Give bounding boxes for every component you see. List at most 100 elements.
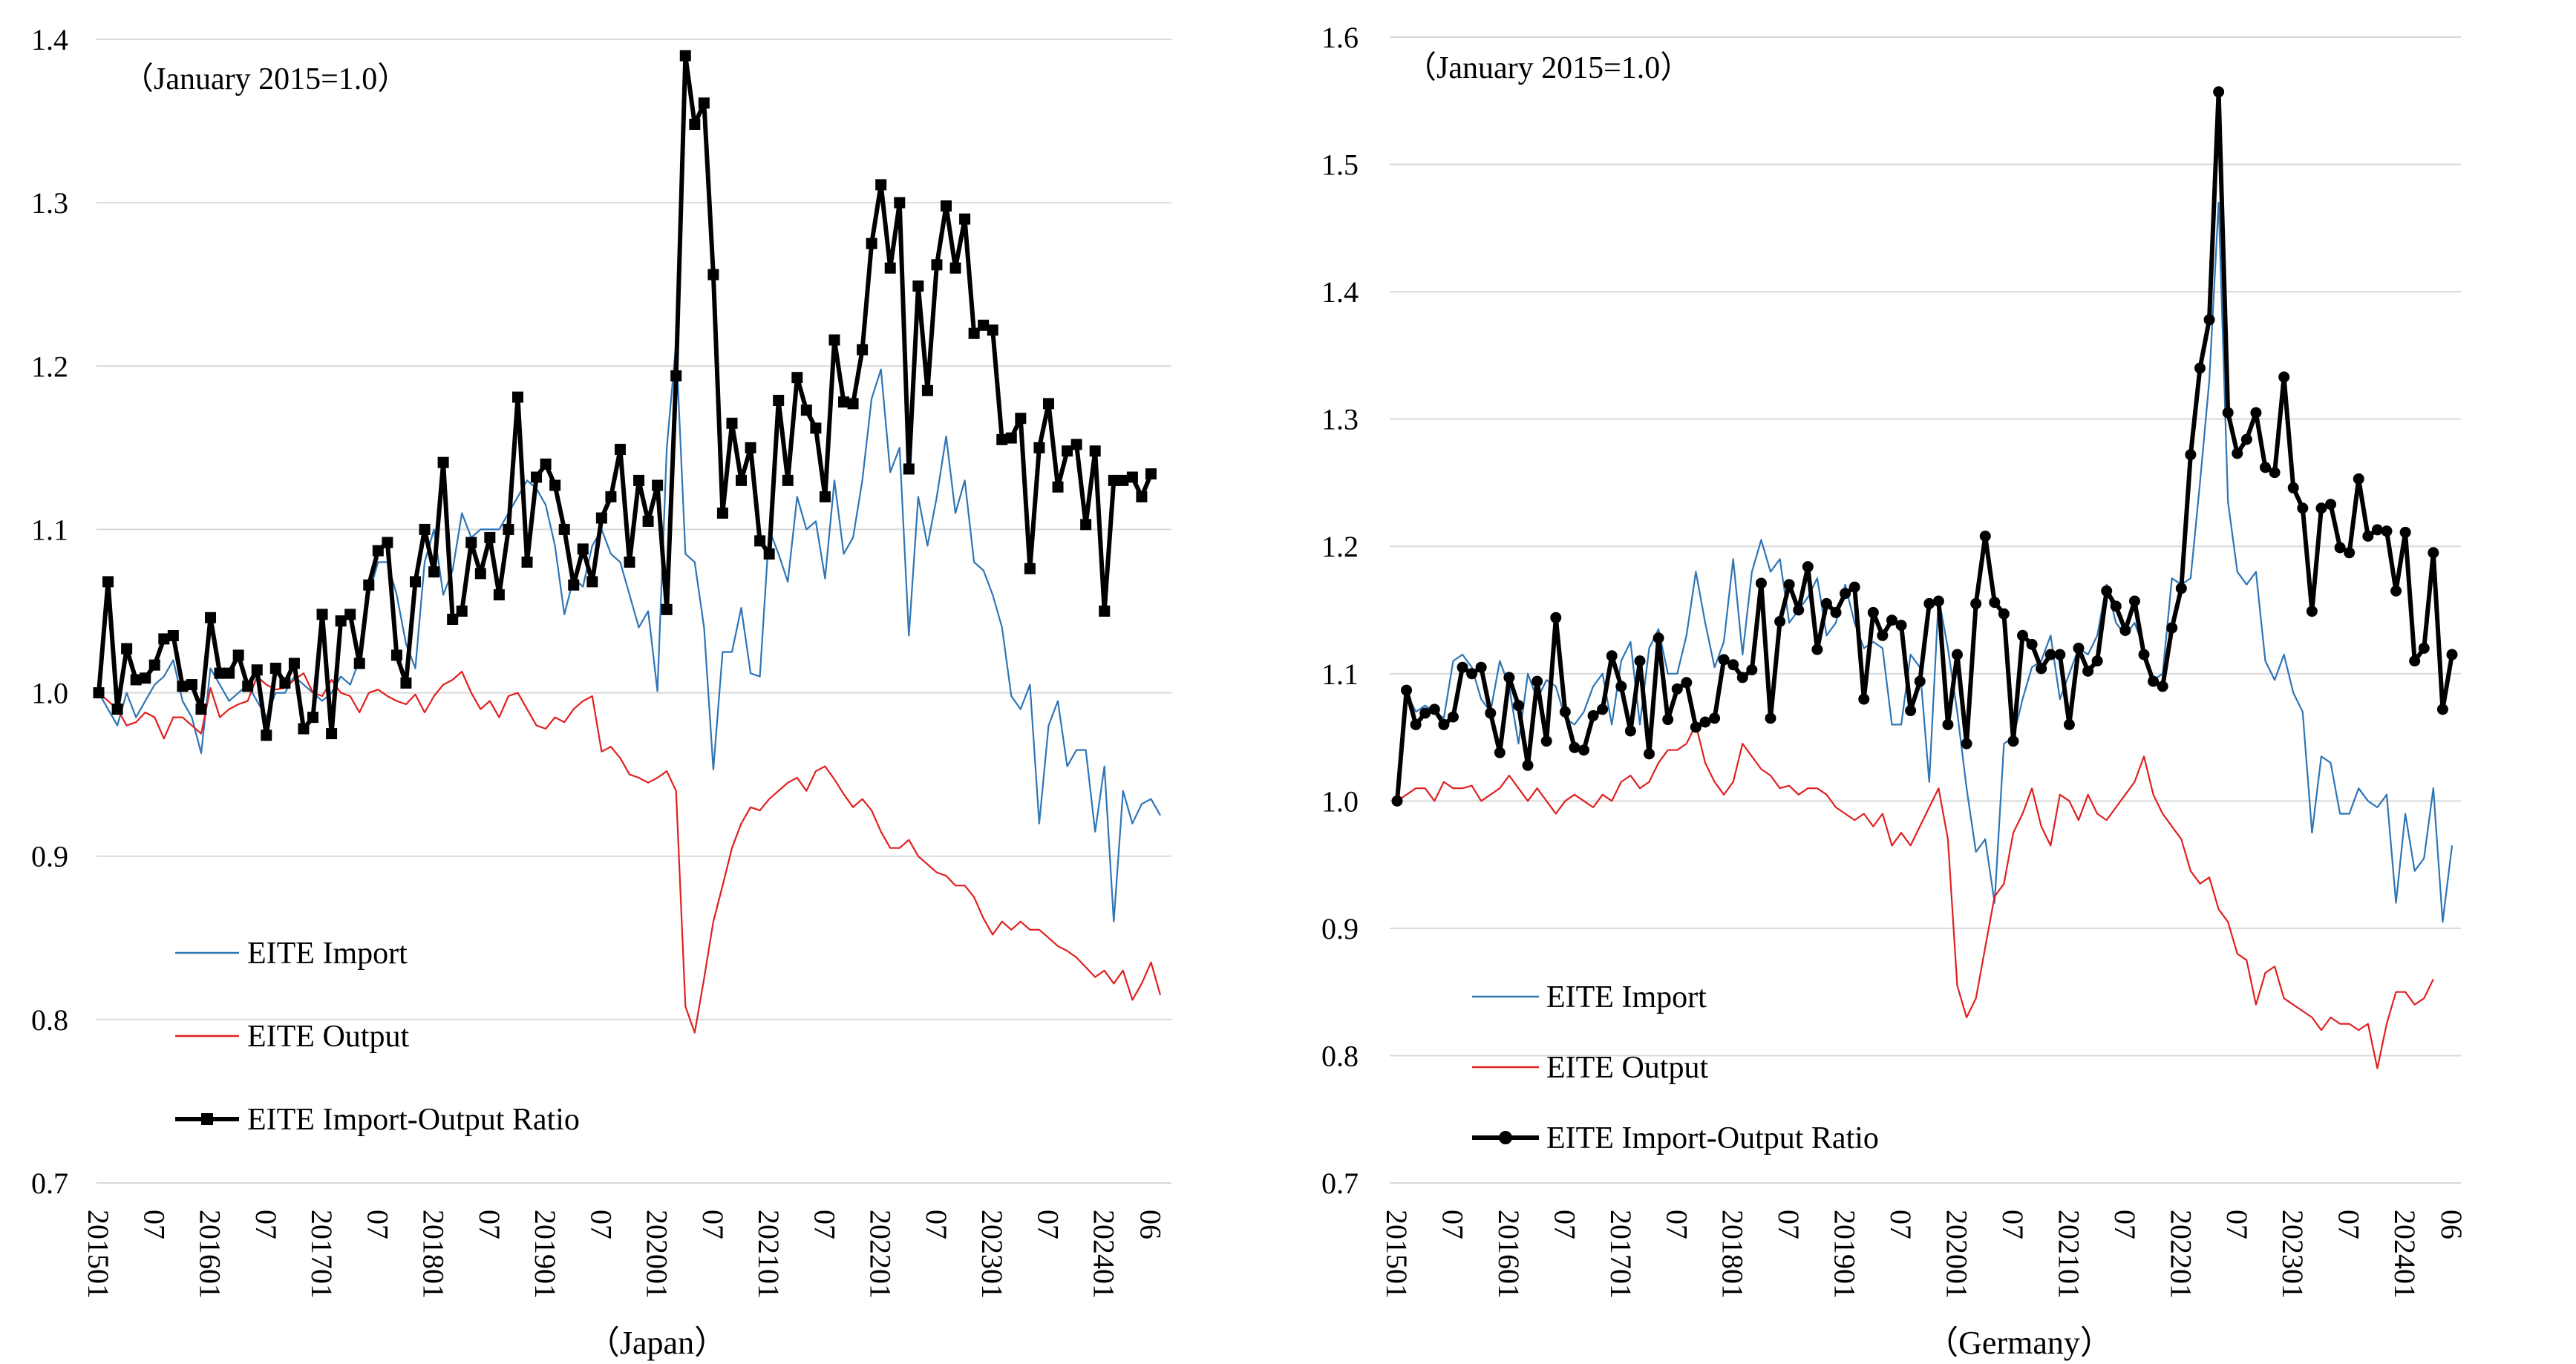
japan-ratio-point: [1070, 439, 1082, 450]
germany-ratio-point: [2101, 585, 2113, 597]
germany-ratio-point: [1653, 632, 1664, 644]
germany-y-tick-label: 0.8: [1321, 1039, 1359, 1072]
japan-x-tick-label: 202101: [752, 1210, 785, 1299]
japan-ratio-point: [390, 649, 402, 661]
japan-ratio-point: [1117, 474, 1129, 486]
germany-ratio-point: [1512, 700, 1524, 712]
germany-ratio-point: [1690, 721, 1701, 733]
japan-note: （January 2015=1.0）: [122, 62, 408, 96]
germany-ratio-point: [1634, 655, 1646, 667]
japan-ratio-point: [1108, 474, 1119, 486]
japan-ratio-point: [624, 556, 635, 568]
japan-ratio-point: [921, 384, 933, 396]
japan-ratio-point: [838, 396, 850, 408]
japan-ratio-point: [511, 391, 523, 403]
germany-y-tick-label: 1.4: [1321, 275, 1359, 309]
germany-ratio-point: [2278, 371, 2290, 383]
japan-y-tick-label: 0.7: [31, 1167, 68, 1200]
japan-ratio-point: [968, 327, 980, 339]
japan-ratio-point: [866, 237, 877, 249]
germany-ratio-point: [1457, 661, 1468, 673]
japan-x-tick-label: 07: [137, 1210, 171, 1239]
germany-ratio-point: [1466, 668, 1478, 680]
germany-ratio-point: [2353, 473, 2364, 485]
japan-ratio-point: [456, 606, 468, 617]
japan-ratio-point: [763, 548, 775, 560]
japan-y-tick-label: 1.1: [31, 513, 68, 546]
japan-ratio-point: [223, 667, 235, 679]
germany-x-tick-label: 201701: [1604, 1210, 1638, 1299]
germany-ratio-point: [1587, 709, 1599, 721]
japan-chart: 0.7 0.8 0.9 1.0 1.1 1.2 1.3 1.4 201501 07 201601 0…: [31, 23, 1171, 1361]
japan-legend: EITE Import EITE Output EITE Import-Outp…: [175, 937, 580, 1137]
germany-ratio-point: [1793, 604, 1805, 616]
japan-import-line: [98, 342, 1161, 922]
germany-ratio-point: [1485, 707, 1497, 719]
germany-ratio-point: [1681, 677, 1693, 689]
germany-ratio-point: [2175, 583, 2187, 594]
germany-ratio-point: [2194, 362, 2206, 374]
germany-ratio-point: [2044, 649, 2056, 660]
legend-output-label: EITE Output: [247, 1020, 409, 1054]
germany-ratio-point: [1858, 693, 1870, 705]
germany-ratio-point: [2026, 638, 2038, 650]
japan-ratio-point: [698, 97, 710, 109]
japan-ratio-point: [279, 677, 291, 689]
germany-ratio-point: [1895, 620, 1907, 632]
japan-x-tick-label: 07: [584, 1210, 618, 1239]
japan-y-tick-label: 1.4: [31, 23, 68, 56]
germany-ratio-point: [1569, 741, 1580, 753]
germany-ratio-point: [2017, 629, 2029, 641]
japan-ratio-point: [335, 615, 347, 627]
japan-ratio-point: [1033, 442, 1045, 453]
germany-ratio-point: [2418, 642, 2430, 654]
japan-ratio-point: [177, 681, 189, 692]
japan-ratio-point: [261, 729, 272, 741]
germany-ratio-point: [2082, 665, 2094, 677]
germany-ratio-point: [2344, 547, 2356, 559]
germany-ratio-point: [2091, 655, 2103, 667]
japan-ratio-point: [931, 259, 943, 271]
germany-x-tick-label: 201501: [1380, 1210, 1413, 1299]
germany-ratio-point: [1718, 654, 1730, 666]
germany-ratio-point: [1905, 705, 1917, 717]
germany-ratio-point: [2185, 449, 2197, 461]
germany-x-tick-label: 07: [1772, 1210, 1805, 1239]
germany-ratio-point: [1914, 675, 1926, 687]
japan-ratio-point: [568, 579, 580, 591]
japan-x-tick-label: 202201: [864, 1210, 898, 1299]
germany-ratio-point: [2325, 499, 2337, 511]
germany-x-tick-label: 202101: [2052, 1210, 2085, 1299]
japan-ratio-point: [996, 433, 1008, 445]
germany-gridlines: [1390, 36, 2461, 1184]
germany-ratio-point: [2390, 585, 2402, 597]
germany-ratio-point: [2138, 649, 2150, 660]
japan-y-tick-label: 0.9: [31, 840, 68, 873]
japan-y-tick-labels: 0.7 0.8 0.9 1.0 1.1 1.2 1.3 1.4: [31, 23, 68, 1200]
germany-ratio-point: [1942, 718, 1954, 730]
germany-ratio-point: [1932, 595, 1944, 607]
japan-ratio-point: [707, 269, 719, 281]
germany-x-tick-label: 202001: [1941, 1210, 1974, 1299]
japan-x-tick-label: 201701: [305, 1210, 339, 1299]
japan-ratio-point: [959, 213, 971, 225]
germany-ratio-point: [1401, 684, 1413, 696]
japan-ratio-point: [531, 471, 543, 483]
japan-ratio-point: [652, 479, 664, 491]
germany-ratio-point: [1727, 659, 1739, 671]
germany-y-tick-label: 1.6: [1321, 21, 1359, 54]
japan-ratio-point: [503, 523, 514, 535]
japan-x-tick-label: 07: [361, 1210, 394, 1239]
japan-ratio-point: [316, 609, 328, 620]
japan-ratio-point: [1145, 468, 1157, 480]
germany-ratio-point: [1802, 561, 1814, 573]
legend-ratio-label: EITE Import-Output Ratio: [1546, 1121, 1879, 1155]
germany-ratio-point: [1952, 649, 1964, 660]
germany-ratio-point: [1671, 683, 1683, 695]
germany-ratio-point: [2287, 482, 2299, 494]
germany-ratio-point: [2073, 642, 2085, 654]
germany-ratio-point: [2446, 649, 2458, 660]
germany-y-tick-label: 1.0: [1321, 784, 1359, 818]
japan-x-tick-label: 202401: [1088, 1210, 1121, 1299]
